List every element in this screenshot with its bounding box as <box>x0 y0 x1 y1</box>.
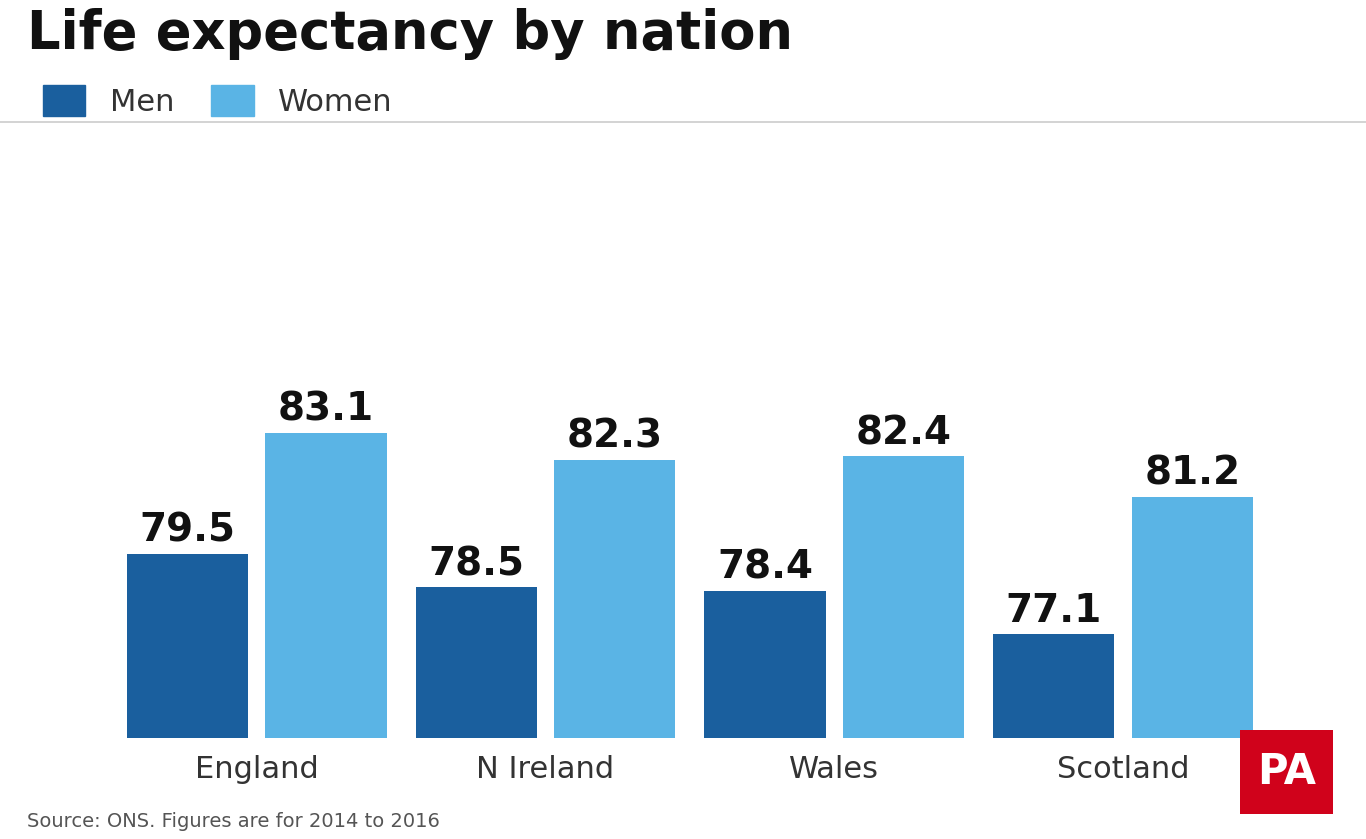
Text: 78.4: 78.4 <box>717 549 813 586</box>
Text: 82.4: 82.4 <box>855 414 952 452</box>
Text: 77.1: 77.1 <box>1005 592 1102 630</box>
Text: 81.2: 81.2 <box>1145 455 1240 492</box>
Text: Life expectancy by nation: Life expectancy by nation <box>27 8 794 60</box>
Text: 79.5: 79.5 <box>139 512 235 550</box>
Bar <box>843 456 964 839</box>
Bar <box>265 433 387 839</box>
Bar <box>555 460 675 839</box>
Bar <box>415 587 537 839</box>
Bar <box>705 591 825 839</box>
Legend: Men, Women: Men, Women <box>42 85 393 117</box>
Text: Source: ONS. Figures are for 2014 to 2016: Source: ONS. Figures are for 2014 to 201… <box>27 811 440 831</box>
Bar <box>993 634 1115 839</box>
Text: PA: PA <box>1257 751 1317 793</box>
Text: 83.1: 83.1 <box>277 391 374 429</box>
Text: 78.5: 78.5 <box>428 545 525 583</box>
Bar <box>1131 497 1253 839</box>
Bar <box>127 554 249 839</box>
Text: 82.3: 82.3 <box>567 418 663 456</box>
